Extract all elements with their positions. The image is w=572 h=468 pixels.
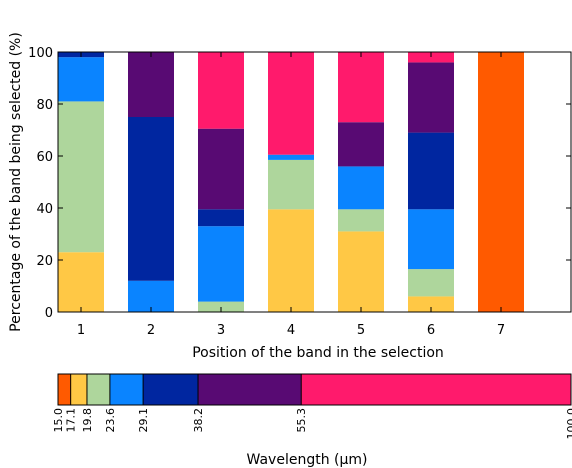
x-tick-label: 3 bbox=[217, 323, 225, 338]
x-tick-label: 4 bbox=[287, 323, 295, 338]
stacked-bar-chart: 0 20 40 60 80 100 1 2 3 4 5 6 7 Position of the ban… bbox=[8, 32, 572, 361]
bar-segment bbox=[128, 280, 174, 312]
y-tick-label: 80 bbox=[36, 98, 53, 113]
bar-segment bbox=[128, 117, 174, 281]
bar-segment bbox=[268, 209, 314, 312]
bar-segment bbox=[58, 101, 104, 253]
y-tick-label: 20 bbox=[36, 254, 53, 269]
x-tick-label: 6 bbox=[427, 323, 435, 338]
colorbar-segment bbox=[70, 374, 87, 405]
colorbar-segment bbox=[143, 374, 199, 405]
bar-segment bbox=[268, 52, 314, 155]
bar-segment bbox=[478, 52, 524, 312]
colorbar-ticks: 15.0 17.1 19.8 23.6 29.1 38.2 55.3 100.0 bbox=[52, 374, 572, 440]
colorbar-segment bbox=[198, 374, 302, 405]
y-tick-label: 0 bbox=[45, 306, 53, 321]
bar-segment bbox=[408, 296, 454, 312]
bar-segment bbox=[198, 226, 244, 302]
bar-segment bbox=[198, 209, 244, 227]
x-axis-label: Position of the band in the selection bbox=[192, 345, 444, 361]
y-tick-label: 100 bbox=[28, 46, 53, 61]
bar-segment bbox=[198, 301, 244, 312]
wavelength-colorbar: 15.0 17.1 19.8 23.6 29.1 38.2 55.3 100.0 Wavele… bbox=[52, 373, 572, 468]
bar-segment bbox=[198, 128, 244, 210]
bar-segment bbox=[268, 159, 314, 210]
bar-segment bbox=[408, 52, 454, 63]
bar-segment bbox=[198, 52, 244, 129]
bar-segment bbox=[408, 62, 454, 133]
colorbar-tick-label: 19.8 bbox=[81, 408, 94, 433]
plot-frame bbox=[57, 51, 572, 313]
x-tick-label: 5 bbox=[357, 323, 365, 338]
bar-segment bbox=[338, 231, 384, 312]
bar-segment bbox=[338, 209, 384, 232]
y-axis: 0 20 40 60 80 100 bbox=[28, 46, 571, 321]
colorbar-tick-label: 17.1 bbox=[65, 408, 78, 433]
y-tick-label: 40 bbox=[36, 202, 53, 217]
bar-segment bbox=[408, 132, 454, 210]
colorbar-tick-label: 23.6 bbox=[104, 408, 117, 433]
colorbar-tick-label: 55.3 bbox=[295, 408, 308, 433]
bar-segment bbox=[408, 209, 454, 270]
bar-segment bbox=[338, 166, 384, 210]
colorbar-tick-label: 38.2 bbox=[192, 408, 205, 433]
y-axis-label: Percentage of the band being selected (%… bbox=[8, 32, 24, 332]
bar-segment bbox=[58, 57, 104, 102]
colorbar-tick-label: 15.0 bbox=[52, 408, 65, 433]
bar-segment bbox=[128, 52, 174, 117]
colorbar-segment bbox=[86, 374, 110, 405]
bar-segment bbox=[408, 269, 454, 297]
bar-series bbox=[58, 52, 524, 312]
bar-segment bbox=[58, 252, 104, 312]
colorbar-tick-label: 100.0 bbox=[565, 408, 572, 440]
x-axis: 1 2 3 4 5 6 7 bbox=[77, 52, 505, 338]
bar-segment bbox=[338, 122, 384, 167]
colorbar-label: Wavelength (μm) bbox=[247, 452, 368, 468]
colorbar-segment bbox=[58, 374, 71, 405]
y-tick-label: 60 bbox=[36, 150, 53, 165]
colorbar-segments bbox=[58, 374, 571, 405]
colorbar-tick-label: 29.1 bbox=[137, 408, 150, 433]
colorbar-segment bbox=[109, 374, 144, 405]
x-tick-label: 7 bbox=[497, 323, 505, 338]
bar-segment bbox=[268, 154, 314, 160]
x-tick-label: 2 bbox=[147, 323, 155, 338]
colorbar-segment bbox=[301, 374, 571, 405]
bar-segment bbox=[338, 52, 384, 123]
x-tick-label: 1 bbox=[77, 323, 85, 338]
